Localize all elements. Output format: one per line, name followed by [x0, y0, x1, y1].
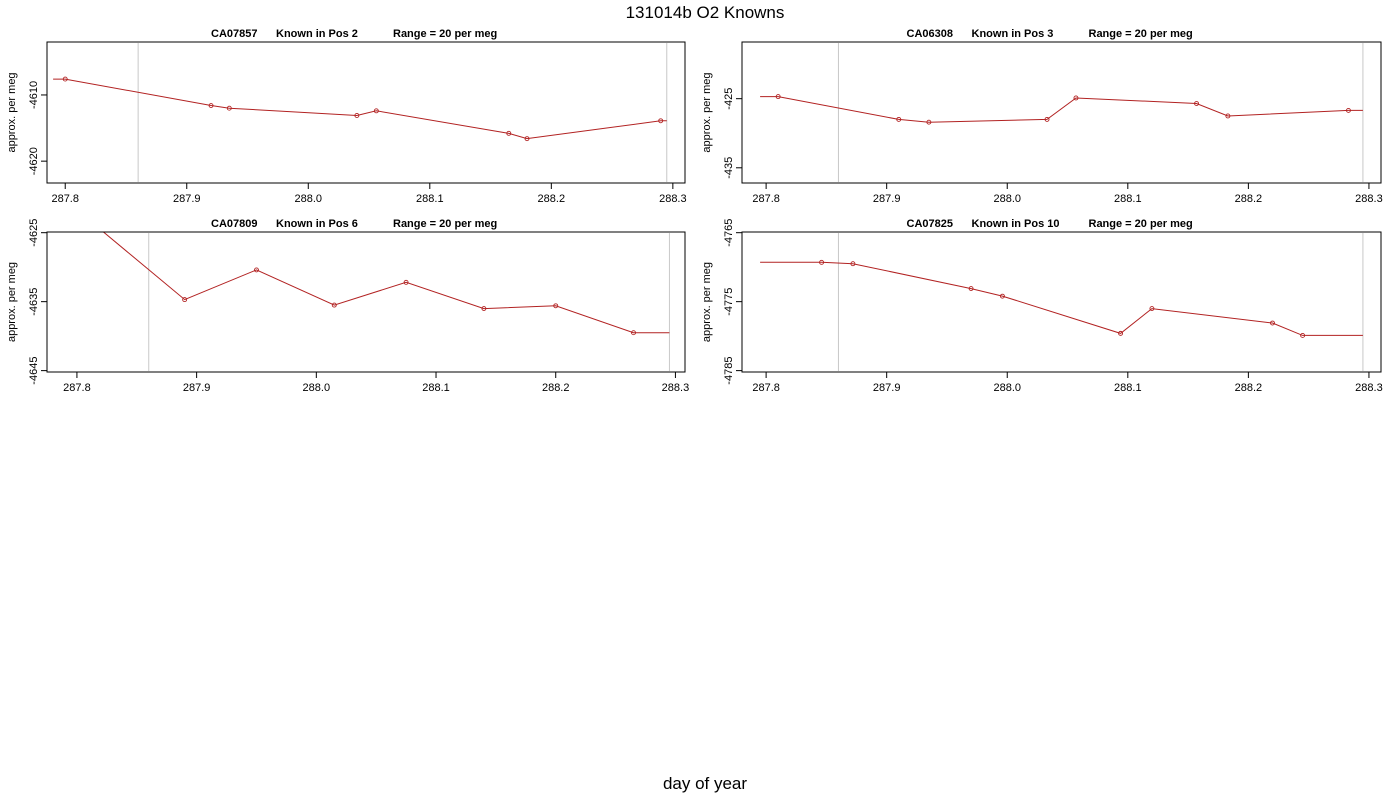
- data-point: [524, 136, 530, 142]
- data-point: [999, 293, 1005, 299]
- x-tick-label: 288.2: [1235, 193, 1263, 205]
- x-tick-label: 287.8: [752, 382, 780, 394]
- panel-title-position: Known in Pos 3: [972, 28, 1054, 40]
- x-tick-label: 287.8: [752, 193, 780, 205]
- series-line: [760, 261, 1363, 336]
- x-tick-label: 288.0: [993, 193, 1021, 205]
- x-axis-label: day of year: [662, 774, 748, 793]
- x-tick-label: 288.3: [659, 193, 687, 205]
- panel-CA06308: 287.8 287.9 288.0 288.1 288.2 288.3 -425 -435 ap…: [701, 28, 1383, 205]
- data-point: [1345, 107, 1351, 113]
- x-tick-label: 288.0: [303, 382, 331, 394]
- data-point: [896, 116, 902, 122]
- data-point: [1300, 332, 1306, 338]
- data-point: [226, 105, 232, 111]
- plot-frame: [46, 41, 686, 184]
- y-tick-label: -4610: [28, 81, 40, 109]
- data-point: [354, 113, 360, 118]
- data-point: [1044, 116, 1050, 122]
- y-tick-label: -425: [723, 88, 735, 110]
- x-tick-label: 287.9: [183, 382, 211, 394]
- data-point: [968, 286, 974, 292]
- data-point: [403, 279, 409, 285]
- plot-frame: [741, 231, 1382, 373]
- data-point: [1270, 320, 1275, 326]
- panel-title-id: CA07809: [211, 218, 257, 230]
- data-point: [254, 267, 259, 273]
- plot-frame: [46, 231, 686, 373]
- data-point: [182, 297, 188, 303]
- data-point: [481, 306, 487, 312]
- data-point: [208, 103, 214, 108]
- y-tick-label: -4635: [28, 288, 40, 316]
- panel-title-id: CA07857: [211, 28, 257, 40]
- data-point: [1225, 113, 1231, 119]
- x-tick-label: 288.3: [1355, 382, 1383, 394]
- y-tick-label: -4765: [723, 219, 735, 247]
- x-tick-label: 288.3: [662, 382, 690, 394]
- y-axis-label: approx. per meg: [6, 72, 18, 152]
- x-tick-label: 288.1: [416, 193, 444, 205]
- x-tick-label: 288.0: [993, 382, 1021, 394]
- x-tick-label: 287.8: [63, 382, 91, 394]
- data-point: [1194, 101, 1199, 106]
- x-tick-label: 288.1: [1114, 382, 1142, 394]
- panel-CA07825: 287.8 287.9 288.0 288.1 288.2 288.3 -4765 -4775…: [701, 218, 1383, 394]
- panel-title-range: Range = 20 per meg: [393, 218, 497, 230]
- data-point: [553, 303, 559, 309]
- series-line: [53, 78, 667, 140]
- y-axis-label: approx. per meg: [701, 72, 713, 152]
- panel-title-position: Known in Pos 2: [276, 28, 358, 40]
- x-tick-label: 287.8: [51, 193, 79, 205]
- x-tick-label: 288.1: [1114, 193, 1142, 205]
- data-point: [62, 76, 68, 82]
- panel-title-range: Range = 20 per meg: [1089, 28, 1193, 40]
- panel-title-id: CA06308: [907, 28, 953, 40]
- x-tick-label: 287.9: [173, 193, 201, 205]
- data-point: [373, 108, 379, 114]
- series-line: [760, 96, 1363, 123]
- panel-title-range: Range = 20 per meg: [393, 28, 497, 40]
- y-tick-label: -435: [723, 157, 735, 179]
- x-tick-label: 288.3: [1355, 193, 1383, 205]
- plot-frame: [741, 41, 1382, 184]
- data-point: [926, 119, 932, 125]
- panel-title-position: Known in Pos 6: [276, 218, 358, 230]
- y-tick-label: -4775: [723, 288, 735, 316]
- x-tick-label: 287.9: [873, 193, 901, 205]
- y-tick-label: -4645: [28, 357, 40, 385]
- data-point: [658, 118, 664, 124]
- data-point: [631, 330, 636, 336]
- x-tick-label: 288.0: [295, 193, 323, 205]
- y-tick-label: -4620: [28, 147, 40, 175]
- data-point: [775, 94, 781, 100]
- data-point: [331, 302, 337, 308]
- series-line: [102, 232, 670, 334]
- panel-title-id: CA07825: [907, 218, 953, 230]
- x-tick-label: 288.2: [538, 193, 566, 205]
- data-point: [1073, 95, 1079, 101]
- panel-CA07809: 287.8 287.9 288.0 288.1 288.2 288.3 -4625 -4635…: [6, 218, 690, 394]
- y-tick-label: -4625: [28, 219, 40, 247]
- x-tick-label: 288.2: [1235, 382, 1263, 394]
- data-point: [1118, 330, 1124, 336]
- data-point: [819, 259, 825, 265]
- x-tick-label: 287.9: [873, 382, 901, 394]
- panel-title-position: Known in Pos 10: [972, 218, 1060, 230]
- y-axis-label: approx. per meg: [701, 262, 713, 342]
- data-point: [1149, 306, 1155, 312]
- x-tick-label: 288.2: [542, 382, 570, 394]
- y-tick-label: -4785: [723, 357, 735, 385]
- y-axis-label: approx. per meg: [6, 262, 18, 342]
- panel-CA07857: 287.8 287.9 288.0 288.1 288.2 288.3 -4610 -4620…: [6, 28, 687, 205]
- panel-title-range: Range = 20 per meg: [1089, 218, 1193, 230]
- x-tick-label: 288.1: [422, 382, 450, 394]
- page-title: 131014b O2 Knowns: [625, 3, 785, 22]
- data-point: [850, 261, 856, 267]
- data-point: [506, 130, 512, 136]
